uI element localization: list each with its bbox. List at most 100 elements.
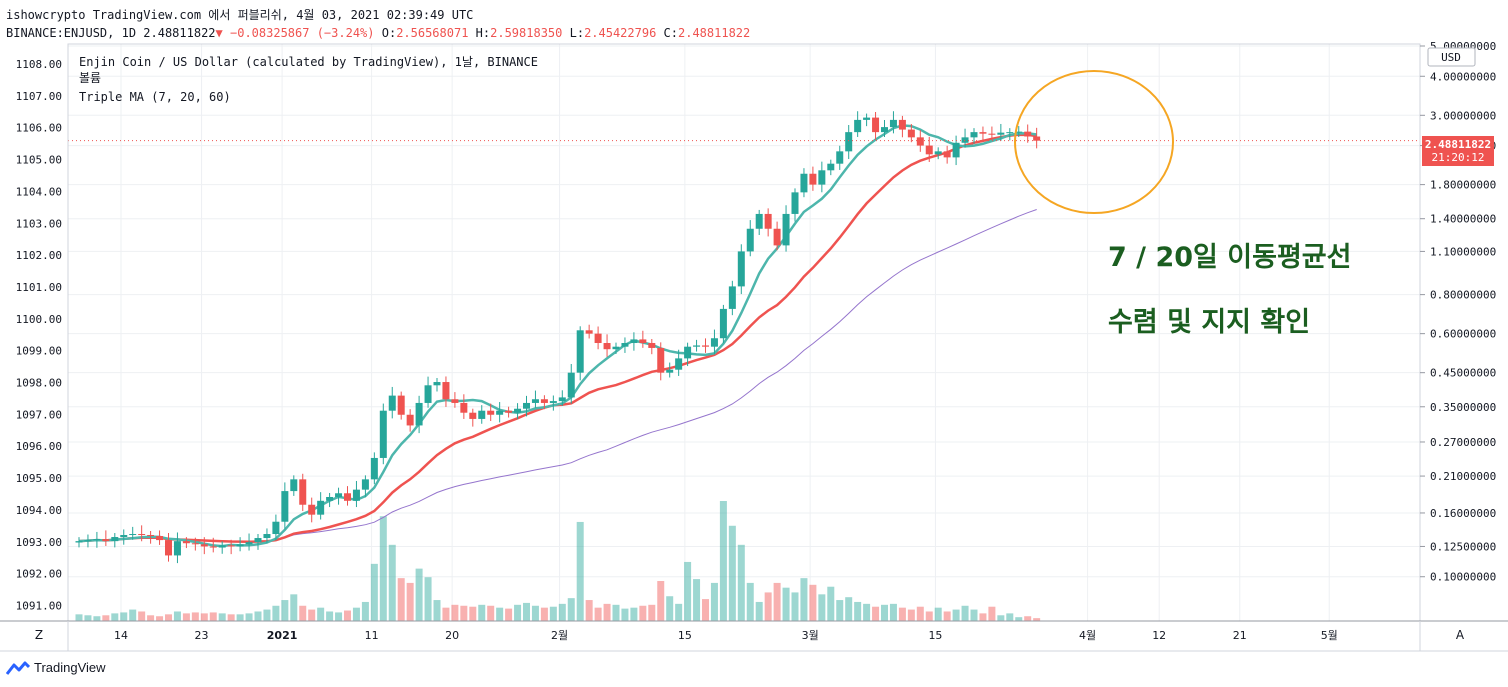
candle-body (191, 543, 199, 545)
candle-body (558, 397, 566, 402)
volume-bar (147, 615, 155, 621)
candle-body (728, 286, 736, 309)
auto-scale-button[interactable]: A (1456, 628, 1465, 642)
right-tick-label: 0.45000000 (1430, 367, 1496, 380)
candle-body (755, 213, 763, 229)
volume-bar (872, 606, 880, 621)
candle-body (943, 151, 951, 158)
legend-volume: 볼륨 (79, 71, 101, 85)
time-tick-label: 5월 (1321, 629, 1338, 642)
candle-body (845, 132, 853, 152)
volume-bar (737, 544, 745, 621)
volume-bar (263, 609, 271, 621)
candle-body (514, 408, 522, 413)
time-tick-label: 12 (1152, 629, 1166, 642)
candle-body (236, 544, 244, 547)
volume-bar (970, 609, 978, 621)
candle-body (988, 133, 996, 135)
volume-bar (952, 609, 960, 621)
volume-bar (281, 600, 289, 621)
candle-body (379, 410, 387, 458)
volume-bar (182, 613, 190, 621)
volume-bar (442, 607, 450, 621)
volume-bar (84, 615, 92, 621)
legend-title: Enjin Coin / US Dollar (calculated by Tr… (79, 55, 538, 69)
candle-body (272, 521, 280, 535)
candle-body (415, 402, 423, 426)
candle-body (719, 308, 727, 339)
ohlc-line: BINANCE:ENJUSD, 1D 2.48811822▼ −0.083258… (6, 24, 750, 42)
right-tick-label: 0.60000000 (1430, 328, 1496, 341)
candle-body (854, 119, 862, 133)
right-tick-label: 0.16000000 (1430, 507, 1496, 520)
volume-bar (379, 516, 387, 621)
right-tick-label: 3.00000000 (1430, 109, 1496, 122)
price-tag-value: 2.48811822 (1425, 138, 1491, 151)
candle-body (361, 479, 369, 490)
candle-body (326, 496, 334, 501)
volume-bar (818, 594, 826, 621)
volume-bar (254, 611, 262, 621)
right-tick-label: 0.21000000 (1430, 470, 1496, 483)
volume-bar (666, 596, 674, 621)
candle-body (666, 369, 674, 373)
volume-bar (460, 605, 468, 621)
volume-bar (988, 606, 996, 621)
right-tick-label: 4.00000000 (1430, 70, 1496, 83)
ma20-line (78, 133, 1037, 543)
volume-bar (934, 607, 942, 621)
candle-body (308, 504, 316, 515)
price-tag (1422, 136, 1494, 166)
volume-bar (299, 605, 307, 621)
candle-body (227, 545, 235, 547)
candle-body (335, 493, 343, 497)
volume-bar (881, 604, 888, 621)
volume-bar (138, 611, 146, 621)
candle-body (1033, 136, 1041, 141)
candle-body (281, 491, 289, 522)
left-tick-label: 1103.00 (16, 217, 62, 230)
candle-body (245, 542, 253, 545)
candle-body (710, 338, 718, 347)
candle-body (254, 538, 262, 543)
candle-body (773, 228, 781, 246)
ma-7-path (78, 124, 1037, 548)
symbol-label: BINANCE:ENJUSD, 1D (6, 26, 137, 40)
currency-badge[interactable] (1427, 47, 1476, 67)
candle-body (173, 541, 181, 556)
left-tick-label: 1095.00 (16, 472, 62, 485)
volume-bar (693, 579, 701, 621)
candle-body (836, 151, 844, 164)
candle-body (889, 119, 897, 128)
open-value: 2.56568071 (396, 26, 469, 40)
volume-bar (523, 602, 530, 621)
close-value: 2.48811822 (678, 26, 751, 40)
candle-body (1015, 131, 1023, 133)
right-tick-label: 0.80000000 (1430, 289, 1496, 302)
volume-bar (236, 614, 244, 621)
annotation-line1: 7 / 20일 이동평균선 (1108, 242, 1351, 273)
candle-body (809, 173, 817, 185)
candle-body (523, 402, 530, 409)
candle-body (585, 330, 593, 334)
open-label: O: (381, 26, 397, 40)
candle-body (764, 213, 772, 229)
volume-bar (505, 608, 513, 621)
volume-bar (836, 600, 844, 621)
volume-bar (773, 582, 781, 621)
volume-bar (370, 563, 378, 621)
candle-body (549, 401, 557, 403)
left-tick-label: 1101.00 (16, 281, 62, 294)
zoom-button[interactable]: Z (35, 628, 43, 642)
volume-bar (1006, 613, 1014, 621)
volume-bar (728, 525, 736, 621)
candle-body (630, 339, 638, 344)
tradingview-brand[interactable]: TradingView (6, 660, 106, 675)
volume-bar (639, 605, 647, 621)
candle-body (156, 536, 164, 541)
left-tick-label: 1098.00 (16, 377, 62, 390)
time-tick-label: 15 (928, 629, 942, 642)
candle-body (182, 541, 190, 544)
volume-bar (603, 603, 611, 621)
